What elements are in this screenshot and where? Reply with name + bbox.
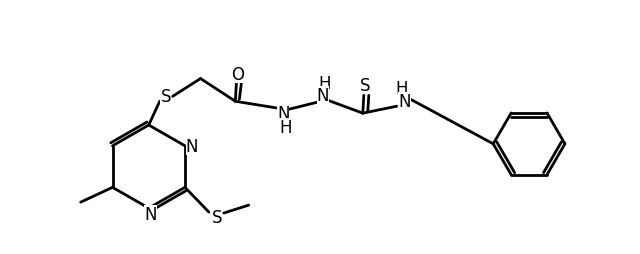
Text: N: N	[145, 205, 157, 223]
Text: H: H	[319, 75, 332, 93]
Text: N: N	[186, 137, 198, 155]
Text: N: N	[277, 105, 289, 123]
Text: N: N	[398, 93, 411, 111]
Text: S: S	[360, 77, 370, 95]
Text: N: N	[317, 87, 329, 105]
Text: H: H	[279, 119, 291, 136]
Text: H: H	[396, 80, 408, 98]
Text: S: S	[212, 208, 222, 226]
Text: S: S	[161, 88, 171, 106]
Text: O: O	[231, 65, 244, 83]
